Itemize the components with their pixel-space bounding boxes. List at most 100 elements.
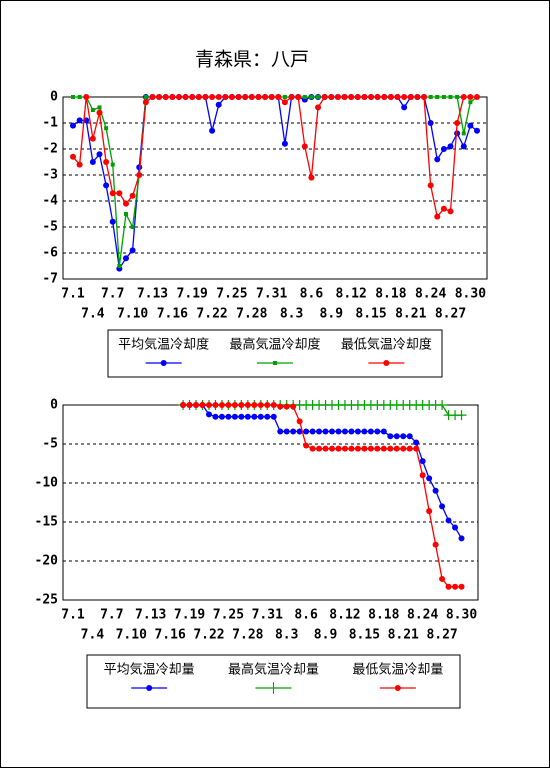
y-tick-label: -5 — [42, 437, 58, 452]
series-line — [183, 404, 462, 588]
x-tick-label: 7.19 — [174, 608, 205, 623]
point — [393, 445, 400, 452]
point — [162, 94, 169, 100]
x-tick-label: 7.19 — [177, 287, 208, 302]
plot-frame — [62, 404, 479, 601]
point — [348, 94, 355, 100]
x-tick-label: 8.18 — [368, 608, 399, 623]
point — [156, 94, 163, 100]
point — [454, 120, 461, 126]
legend-label: 最高気温冷却度 — [229, 337, 320, 353]
legend-marker — [146, 685, 153, 691]
point — [380, 445, 387, 452]
point — [76, 117, 83, 124]
point — [209, 127, 216, 134]
point — [414, 94, 421, 100]
point — [264, 413, 271, 420]
point — [109, 218, 116, 225]
point — [455, 95, 460, 99]
point — [83, 94, 90, 100]
point — [427, 120, 434, 126]
chart-title: 青森県：八戸 — [195, 49, 309, 71]
point — [335, 445, 342, 452]
x-tick-label: 7.25 — [216, 287, 247, 302]
point — [277, 403, 284, 410]
point — [257, 402, 264, 408]
point — [445, 583, 452, 590]
point — [315, 104, 322, 111]
point — [282, 95, 287, 99]
plot-frame — [62, 96, 488, 280]
point — [419, 458, 426, 465]
x-tick-label: 7.13 — [135, 608, 166, 623]
point — [426, 508, 433, 515]
y-tick-label: -1 — [42, 116, 58, 131]
point — [448, 95, 453, 99]
point — [244, 413, 251, 420]
point — [212, 413, 219, 420]
point — [117, 264, 122, 268]
legend-box — [107, 329, 443, 378]
point — [169, 94, 176, 100]
point — [264, 402, 271, 408]
point — [461, 131, 466, 136]
x-tick-label: 8.15 — [349, 628, 380, 643]
legend-box — [86, 654, 461, 709]
point — [71, 95, 75, 99]
point — [215, 101, 222, 108]
y-tick-label: -10 — [35, 476, 59, 491]
point — [374, 94, 381, 100]
legend-marker — [383, 360, 390, 366]
series-line — [72, 96, 477, 219]
point — [186, 402, 193, 408]
point — [440, 146, 447, 152]
point — [242, 94, 249, 100]
point — [335, 428, 342, 435]
point — [367, 445, 374, 452]
point — [348, 445, 355, 452]
point — [407, 94, 414, 100]
point — [456, 410, 467, 421]
point — [467, 122, 474, 129]
point — [301, 143, 308, 150]
point — [116, 190, 123, 197]
point — [419, 472, 426, 479]
point — [97, 105, 102, 110]
point — [104, 126, 109, 131]
point — [308, 174, 315, 181]
point — [218, 402, 225, 408]
x-tick-label: 7.4 — [81, 628, 105, 643]
point — [202, 94, 209, 100]
point — [205, 411, 212, 418]
legend-label: 最高気温冷却量 — [228, 662, 319, 678]
point — [290, 403, 297, 410]
x-tick-label: 8.6 — [294, 608, 318, 623]
legend-marker — [273, 361, 277, 365]
point — [149, 94, 156, 100]
x-tick-label: 7.7 — [101, 287, 124, 302]
point — [281, 99, 288, 106]
point — [262, 94, 269, 100]
x-tick-label: 8.9 — [314, 628, 337, 643]
point — [136, 172, 143, 178]
point — [130, 225, 135, 229]
x-tick-label: 7.4 — [81, 307, 105, 322]
point — [367, 428, 374, 435]
point — [89, 135, 96, 142]
point — [235, 94, 242, 100]
point — [270, 402, 277, 408]
point — [205, 402, 212, 408]
point — [136, 164, 143, 171]
point — [309, 428, 316, 435]
point — [225, 402, 232, 408]
point — [283, 403, 290, 410]
y-tick-label: 0 — [50, 90, 58, 105]
legend-marker — [267, 682, 280, 694]
point — [361, 428, 368, 435]
point — [381, 94, 388, 100]
point — [387, 94, 394, 100]
point — [387, 433, 394, 440]
point — [123, 212, 128, 216]
point — [341, 94, 348, 100]
y-tick-label: -25 — [35, 593, 58, 608]
